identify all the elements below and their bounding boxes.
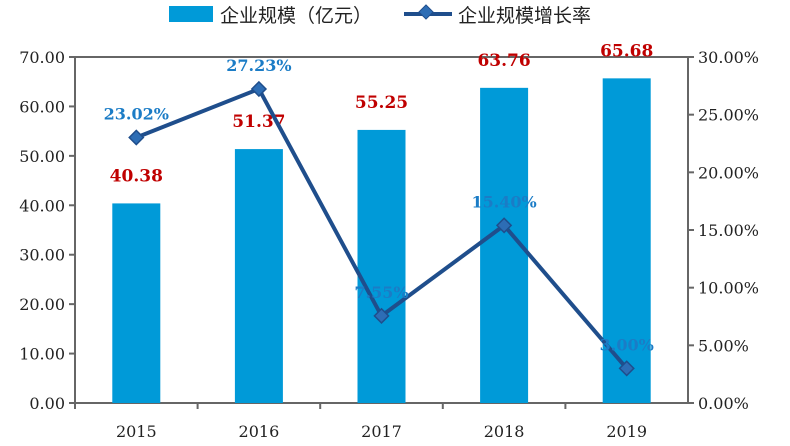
y-right-tick-label: 15.00% (698, 221, 759, 240)
y-right-tick-label: 0.00% (698, 394, 749, 413)
line-data-label: 15.40% (471, 192, 536, 211)
x-tick-label: 2016 (239, 422, 280, 441)
x-tick-label: 2017 (361, 422, 402, 441)
line-point (250, 80, 268, 98)
y-left-tick-label: 0.00 (29, 394, 65, 413)
y-left-tick-label: 40.00 (19, 196, 65, 215)
y-left-tick-label: 50.00 (19, 147, 65, 166)
line-point (373, 307, 390, 325)
y-right-tick-label: 30.00% (698, 48, 759, 67)
x-tick-label: 2018 (484, 422, 525, 441)
line-data-label: 23.02% (104, 105, 169, 124)
y-left-tick-label: 30.00 (19, 246, 65, 265)
bar-data-label: 65.68 (600, 41, 653, 61)
line-data-label: 27.23% (226, 56, 291, 75)
x-tick-label: 2019 (606, 422, 647, 441)
legend-diamond-icon (418, 4, 434, 20)
line-point (618, 360, 635, 377)
legend-bar-swatch (169, 6, 213, 22)
bar (234, 149, 283, 403)
y-left-tick-label: 70.00 (19, 48, 65, 67)
legend-bar-label: 企业规模（亿元） (220, 5, 372, 27)
line-data-label: 7.55% (354, 283, 408, 302)
bar-data-label: 55.25 (355, 93, 408, 113)
legend-line-label: 企业规模增长率 (458, 5, 591, 27)
y-left-tick-label: 10.00 (19, 345, 65, 364)
y-right-tick-label: 20.00% (698, 163, 759, 182)
line-data-label: 3.00% (600, 335, 654, 354)
y-right-tick-label: 5.00% (698, 336, 749, 355)
y-right-tick-label: 10.00% (698, 279, 759, 298)
y-right-tick-label: 25.00% (698, 106, 759, 125)
line-point (128, 129, 145, 146)
legend: 企业规模（亿元） 企业规模增长率 (169, 4, 591, 27)
bar-data-label: 40.38 (110, 166, 163, 186)
x-tick-label: 2015 (116, 422, 157, 441)
y-left-tick-label: 20.00 (19, 295, 65, 314)
bar (357, 129, 406, 403)
y-left-tick-label: 60.00 (19, 97, 65, 116)
line-point (495, 217, 513, 234)
bar (112, 203, 161, 403)
bar-data-label: 63.76 (477, 51, 530, 71)
